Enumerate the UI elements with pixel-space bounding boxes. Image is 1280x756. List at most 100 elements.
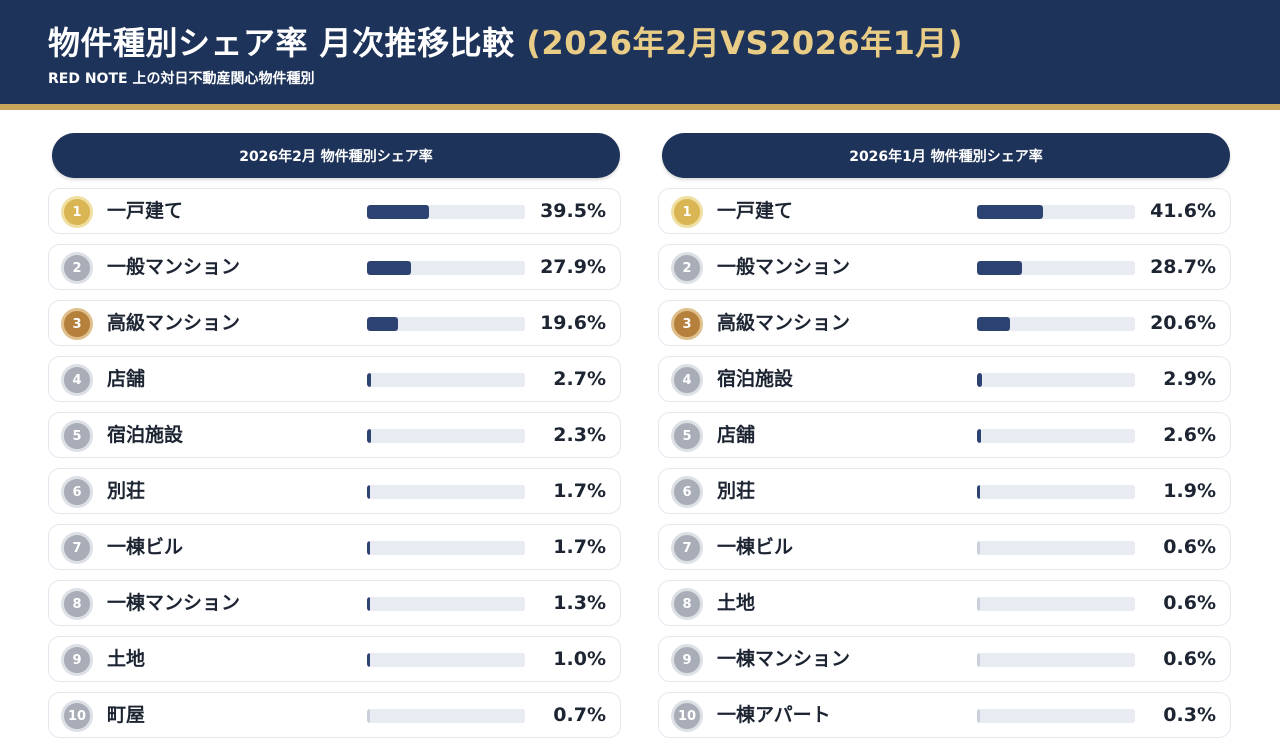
rank-badge: 10 bbox=[671, 700, 703, 732]
page-subtitle: RED NOTE 上の対日不動産関心物件種別 bbox=[48, 71, 315, 87]
title-period: (2026年2月VS2026年1月) bbox=[526, 24, 964, 62]
bar-fill bbox=[367, 261, 412, 275]
rank-badge: 1 bbox=[61, 196, 93, 228]
ranking-row: 10 一棟アパート 0.3% bbox=[658, 692, 1231, 738]
category-label: 一戸建て bbox=[107, 200, 184, 222]
bar-fill bbox=[977, 597, 980, 611]
value-label: 1.7% bbox=[553, 480, 606, 502]
rank-badge: 9 bbox=[671, 644, 703, 676]
panel-title-jan: 2026年1月 物件種別シェア率 bbox=[662, 133, 1230, 178]
value-label: 1.0% bbox=[553, 648, 606, 670]
category-label: 店舗 bbox=[107, 368, 146, 390]
category-label: 町屋 bbox=[107, 704, 146, 726]
bar-fill bbox=[977, 205, 1043, 219]
bar-fill bbox=[367, 429, 371, 443]
ranking-row: 9 一棟マンション 0.6% bbox=[658, 636, 1231, 682]
rank-badge: 6 bbox=[61, 476, 93, 508]
category-label: 店舗 bbox=[717, 424, 756, 446]
value-label: 19.6% bbox=[540, 312, 606, 334]
bar-track bbox=[977, 709, 1135, 723]
value-label: 2.7% bbox=[553, 368, 606, 390]
bar-fill bbox=[367, 541, 370, 555]
bar-fill bbox=[367, 205, 430, 219]
rank-badge: 4 bbox=[671, 364, 703, 396]
header-banner: 物件種別シェア率 月次推移比較 (2026年2月VS2026年1月) RED N… bbox=[0, 0, 1280, 104]
bar-track bbox=[367, 317, 525, 331]
ranking-row: 4 宿泊施設 2.9% bbox=[658, 356, 1231, 402]
rank-badge: 3 bbox=[61, 308, 93, 340]
ranking-row: 1 一戸建て 41.6% bbox=[658, 188, 1231, 234]
bar-track bbox=[977, 653, 1135, 667]
ranking-row: 7 一棟ビル 1.7% bbox=[48, 524, 621, 570]
bar-track bbox=[367, 485, 525, 499]
category-label: 一棟マンション bbox=[717, 648, 851, 670]
panel-jan: 2026年1月 物件種別シェア率 1 一戸建て 41.6% 2 一般マンション 28.7%… bbox=[658, 133, 1234, 738]
value-label: 41.6% bbox=[1150, 200, 1216, 222]
bar-track bbox=[367, 709, 525, 723]
bar-track bbox=[977, 485, 1135, 499]
bar-fill bbox=[977, 485, 980, 499]
bar-fill bbox=[977, 709, 980, 723]
bar-fill bbox=[977, 429, 982, 443]
ranking-row: 8 土地 0.6% bbox=[658, 580, 1231, 626]
bar-track bbox=[977, 429, 1135, 443]
value-label: 2.6% bbox=[1163, 424, 1216, 446]
bar-fill bbox=[977, 317, 1010, 331]
category-label: 一棟アパート bbox=[717, 704, 831, 726]
bar-fill bbox=[367, 709, 370, 723]
ranking-row: 6 別荘 1.9% bbox=[658, 468, 1231, 514]
value-label: 0.7% bbox=[553, 704, 606, 726]
rank-badge: 2 bbox=[671, 252, 703, 284]
rank-badge: 7 bbox=[671, 532, 703, 564]
ranking-row: 2 一般マンション 28.7% bbox=[658, 244, 1231, 290]
value-label: 28.7% bbox=[1150, 256, 1216, 278]
value-label: 1.7% bbox=[553, 536, 606, 558]
category-label: 一棟ビル bbox=[107, 536, 184, 558]
rank-badge: 5 bbox=[61, 420, 93, 452]
ranking-row: 4 店舗 2.7% bbox=[48, 356, 621, 402]
value-label: 0.6% bbox=[1163, 536, 1216, 558]
bar-fill bbox=[367, 653, 370, 667]
bar-track bbox=[977, 541, 1135, 555]
category-label: 宿泊施設 bbox=[107, 424, 184, 446]
category-label: 一般マンション bbox=[107, 256, 241, 278]
ranking-row: 3 高級マンション 19.6% bbox=[48, 300, 621, 346]
value-label: 27.9% bbox=[540, 256, 606, 278]
category-label: 別荘 bbox=[717, 480, 756, 502]
ranking-row: 6 別荘 1.7% bbox=[48, 468, 621, 514]
bar-fill bbox=[977, 653, 980, 667]
category-label: 高級マンション bbox=[717, 312, 851, 334]
header-divider bbox=[0, 104, 1280, 110]
bar-track bbox=[367, 429, 525, 443]
ranking-row: 3 高級マンション 20.6% bbox=[658, 300, 1231, 346]
value-label: 20.6% bbox=[1150, 312, 1216, 334]
value-label: 2.9% bbox=[1163, 368, 1216, 390]
ranking-row: 10 町屋 0.7% bbox=[48, 692, 621, 738]
bar-fill bbox=[367, 317, 398, 331]
value-label: 1.9% bbox=[1163, 480, 1216, 502]
category-label: 土地 bbox=[107, 648, 146, 670]
bar-track bbox=[367, 373, 525, 387]
bar-fill bbox=[367, 485, 370, 499]
ranking-row: 1 一戸建て 39.5% bbox=[48, 188, 621, 234]
rank-badge: 2 bbox=[61, 252, 93, 284]
rank-badge: 8 bbox=[61, 588, 93, 620]
rank-badge: 4 bbox=[61, 364, 93, 396]
bar-track bbox=[367, 261, 525, 275]
panel-feb: 2026年2月 物件種別シェア率 1 一戸建て 39.5% 2 一般マンション 27.9%… bbox=[48, 133, 624, 738]
ranking-row: 8 一棟マンション 1.3% bbox=[48, 580, 621, 626]
bar-fill bbox=[977, 373, 982, 387]
rank-badge: 9 bbox=[61, 644, 93, 676]
ranking-row: 5 店舗 2.6% bbox=[658, 412, 1231, 458]
bar-fill bbox=[977, 261, 1023, 275]
category-label: 土地 bbox=[717, 592, 756, 614]
category-label: 宿泊施設 bbox=[717, 368, 794, 390]
bar-fill bbox=[367, 373, 372, 387]
bar-track bbox=[367, 205, 525, 219]
value-label: 0.6% bbox=[1163, 592, 1216, 614]
value-label: 0.6% bbox=[1163, 648, 1216, 670]
value-label: 39.5% bbox=[540, 200, 606, 222]
panel-title-feb: 2026年2月 物件種別シェア率 bbox=[52, 133, 620, 178]
rank-badge: 1 bbox=[671, 196, 703, 228]
page-title: 物件種別シェア率 月次推移比較 (2026年2月VS2026年1月) bbox=[48, 18, 963, 64]
